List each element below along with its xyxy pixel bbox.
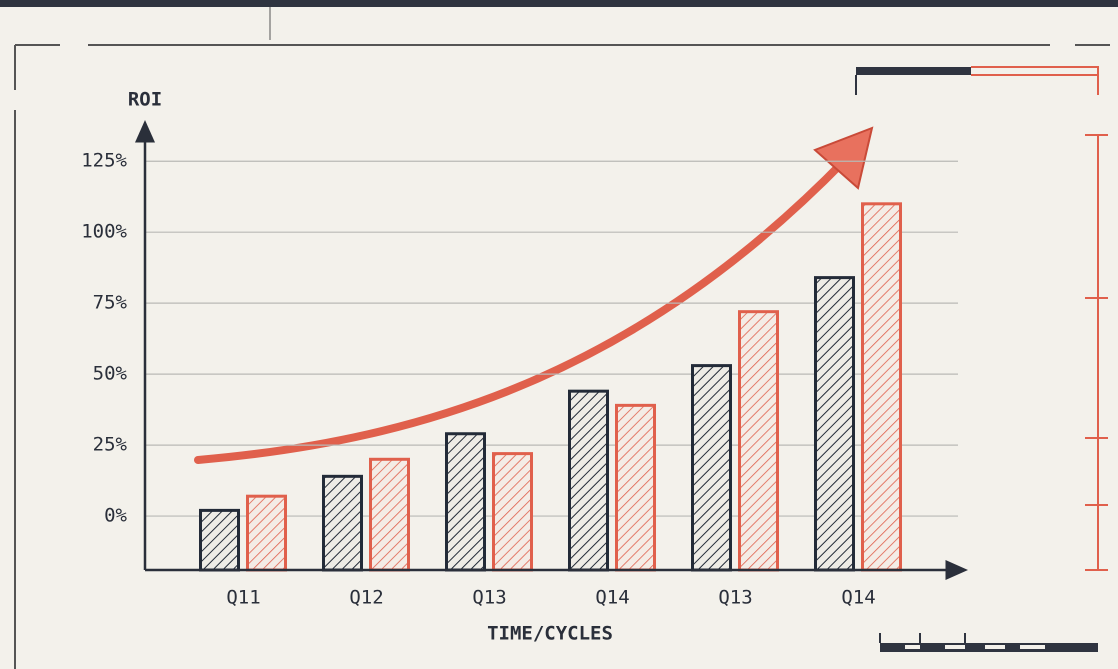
y-tick-label: 125% <box>81 150 127 172</box>
bar <box>246 494 287 572</box>
bar <box>199 508 240 572</box>
x-tick-label: Q14 <box>595 587 629 609</box>
x-tick-label: Q14 <box>841 587 875 609</box>
bar <box>369 457 410 572</box>
x-axis-label: TIME/CYCLES <box>487 623 613 645</box>
bar <box>322 474 363 572</box>
y-axis-label: ROI <box>128 89 162 111</box>
y-tick-label: 25% <box>93 434 128 456</box>
x-tick-label: Q13 <box>472 587 506 609</box>
y-tick-label: 50% <box>93 363 128 385</box>
bar <box>445 432 486 572</box>
bar <box>615 403 656 572</box>
y-tick-label: 0% <box>104 505 127 527</box>
bar <box>691 364 732 572</box>
y-tick-label: 100% <box>81 221 127 243</box>
bar <box>492 452 533 572</box>
bar <box>738 310 779 572</box>
bar <box>568 389 609 572</box>
bar <box>814 276 855 572</box>
x-tick-label: Q13 <box>718 587 752 609</box>
y-tick-label: 75% <box>93 292 128 314</box>
x-tick-label: Q12 <box>349 587 383 609</box>
x-tick-label: Q11 <box>226 587 260 609</box>
bar <box>861 202 902 572</box>
